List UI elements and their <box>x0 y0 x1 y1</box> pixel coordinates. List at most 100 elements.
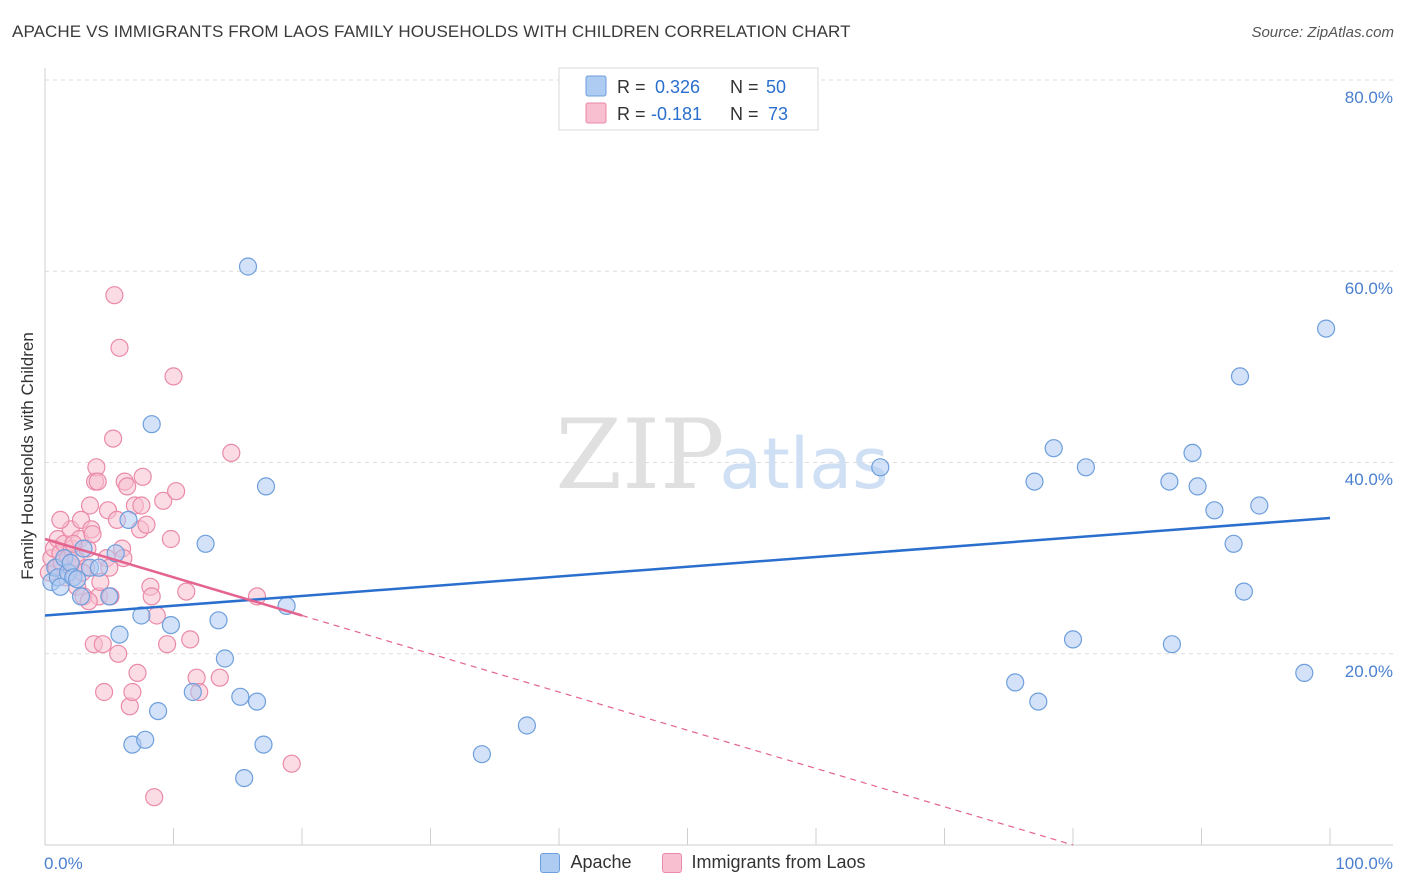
apache-point-29 <box>238 257 258 276</box>
laos-point-48 <box>137 515 156 534</box>
apache-point-47 <box>1205 501 1224 520</box>
watermark-atlas: atlas <box>719 423 888 505</box>
laos-point-33 <box>103 429 123 448</box>
y-tick-40: 40.0% <box>1345 470 1393 489</box>
apache-point-15 <box>110 625 129 644</box>
y-tick-80: 80.0% <box>1345 88 1393 107</box>
laos-point-63 <box>222 443 241 462</box>
apache-point-50 <box>1234 582 1254 601</box>
apache-point-22 <box>161 615 180 635</box>
laos-point-20 <box>80 496 100 515</box>
laos-point-36 <box>109 644 128 663</box>
legend-swatch-laos <box>661 852 682 873</box>
laos-trend-line <box>44 537 303 617</box>
laos-point-50 <box>142 587 161 606</box>
apache-point-13 <box>100 587 119 606</box>
apache-point-44 <box>1162 635 1182 654</box>
chart-title: APACHE VS IMMIGRANTS FROM LAOS FAMILY HO… <box>12 22 851 41</box>
apache-r-label: R = <box>617 77 646 97</box>
apache-point-9 <box>71 587 91 606</box>
laos-point-55 <box>161 529 180 549</box>
laos-point-59 <box>181 630 200 649</box>
apache-point-12 <box>89 558 109 577</box>
legend-item-apache[interactable]: Apache <box>540 852 632 873</box>
apache-point-39 <box>1029 692 1048 711</box>
apache-point-16 <box>119 510 138 530</box>
laos-point-54 <box>158 635 177 654</box>
apache-point-25 <box>209 611 228 630</box>
legend-label-laos: Immigrants from Laos <box>691 852 866 872</box>
apache-point-31 <box>254 735 273 754</box>
apache-point-49 <box>1230 367 1250 386</box>
apache-n-value: 50 <box>766 77 786 97</box>
apache-point-27 <box>231 687 250 706</box>
apache-point-8 <box>67 570 87 589</box>
laos-point-65 <box>282 754 301 773</box>
y-tick-60: 60.0% <box>1345 279 1393 298</box>
apache-point-23 <box>183 682 202 702</box>
apache-point-19 <box>136 730 155 749</box>
laos-point-34 <box>105 286 124 305</box>
legend-item-laos[interactable]: Immigrants from Laos <box>661 852 866 873</box>
apache-point-38 <box>1025 472 1044 491</box>
apache-point-20 <box>142 415 161 434</box>
apache-point-32 <box>256 477 276 496</box>
apache-point-3 <box>51 577 70 596</box>
laos-r-value: -0.181 <box>651 104 702 124</box>
watermark: ZIP atlas <box>555 399 888 511</box>
watermark-zip: ZIP <box>555 399 724 511</box>
laos-point-47 <box>133 467 152 486</box>
apache-point-40 <box>1044 439 1063 458</box>
laos-point-56 <box>164 367 183 386</box>
apache-point-30 <box>247 692 267 711</box>
apache-point-53 <box>1316 319 1336 338</box>
apache-point-28 <box>235 768 254 788</box>
laos-point-29 <box>94 682 114 702</box>
grid-lines <box>45 79 1393 655</box>
laos-point-25 <box>88 472 107 491</box>
y-tick-20: 20.0% <box>1345 662 1393 681</box>
stats-legend: R = 0.326 N = 50 R = -0.181 N = 73 <box>558 67 819 131</box>
laos-point-46 <box>132 496 151 515</box>
apache-n-label: N = <box>730 77 759 97</box>
laos-point-66 <box>51 510 70 530</box>
apache-point-26 <box>215 649 234 668</box>
laos-point-62 <box>210 668 229 687</box>
laos-n-value: 73 <box>768 104 788 124</box>
apache-point-48 <box>1224 534 1243 553</box>
axes <box>44 68 1393 846</box>
laos-point-42 <box>123 682 142 702</box>
laos-point-37 <box>110 338 129 357</box>
y-axis-label: Family Households with Children <box>18 332 37 580</box>
laos-n-label: N = <box>730 104 759 124</box>
laos-r-label: R = <box>617 104 646 124</box>
apache-point-37 <box>1006 673 1025 692</box>
apache-point-51 <box>1250 496 1269 515</box>
trend-lines <box>44 516 1331 846</box>
laos-point-44 <box>128 663 147 683</box>
apache-point-41 <box>1063 630 1083 649</box>
apache-point-43 <box>1160 472 1179 491</box>
laos-point-53 <box>154 491 173 510</box>
apache-r-value: 0.326 <box>655 77 700 97</box>
series-legend: Apache Immigrants from Laos <box>0 852 1406 873</box>
laos-point-40 <box>118 477 137 496</box>
series-apache-points <box>42 257 1336 788</box>
apache-point-42 <box>1076 458 1096 477</box>
x-tick-max: 100.0% <box>1335 854 1393 873</box>
apache-point-45 <box>1183 443 1202 462</box>
laos-point-69 <box>83 525 102 544</box>
legend-label-apache: Apache <box>570 852 632 872</box>
laos-point-57 <box>167 482 186 501</box>
apache-point-34 <box>472 745 491 764</box>
apache-point-52 <box>1295 663 1314 683</box>
apache-point-24 <box>196 534 215 553</box>
laos-point-58 <box>177 582 196 601</box>
laos-stat-swatch <box>585 102 607 124</box>
apache-point-21 <box>149 701 168 721</box>
apache-point-36 <box>871 458 890 477</box>
x-tick-min: 0.0% <box>44 854 83 873</box>
apache-trend-line <box>44 516 1331 617</box>
laos-point-28 <box>93 635 112 654</box>
